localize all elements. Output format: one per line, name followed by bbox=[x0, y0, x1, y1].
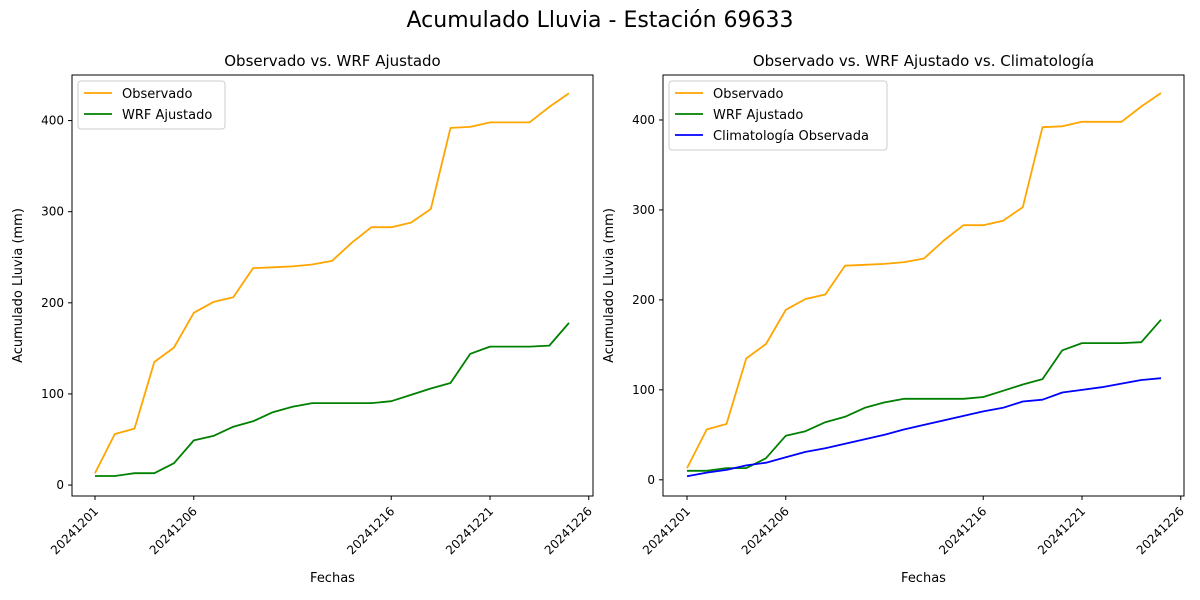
panel-1-legend-label-1: Observado bbox=[122, 87, 193, 102]
panel-2-ytick-label: 200 bbox=[632, 293, 655, 307]
panel-1-series-2-line bbox=[95, 322, 570, 477]
panel-2-series-1-line bbox=[686, 92, 1162, 469]
panel-1-xtick-label: 20241216 bbox=[344, 504, 397, 557]
panel-2-legend-label-2: WRF Ajustado bbox=[713, 108, 803, 123]
panel-1-title: Observado vs. WRF Ajustado bbox=[224, 52, 440, 70]
panel-2-legend-label-1: Observado bbox=[713, 87, 784, 102]
panel-1-legend-box bbox=[77, 80, 226, 130]
panel-1-ytick-label: 0 bbox=[56, 478, 64, 492]
panel-2-xtick-label: 20241201 bbox=[640, 504, 693, 557]
panel-1-ylabel: Acumulado Lluvia (mm) bbox=[11, 208, 26, 363]
panel-2-ytick-label: 100 bbox=[632, 383, 655, 397]
panel-1-ytick-label: 400 bbox=[41, 114, 64, 128]
panel-2-ytick-label: 400 bbox=[632, 113, 655, 127]
panel-2-xtick-label: 20241206 bbox=[739, 504, 792, 557]
panel-2-legend-box bbox=[668, 80, 888, 151]
panel-2-xtick-label: 20241221 bbox=[1035, 504, 1088, 557]
panel-1-axes-frame bbox=[71, 74, 594, 497]
panel-1-xtick-label: 20241221 bbox=[443, 504, 496, 557]
panel-2-xtick-label: 20241216 bbox=[936, 504, 989, 557]
panel-2-xlabel: Fechas bbox=[901, 571, 946, 586]
panel-2-ytick-label: 0 bbox=[647, 473, 655, 487]
panel-1-ytick-label: 100 bbox=[41, 387, 64, 401]
panel-2-ylabel: Acumulado Lluvia (mm) bbox=[602, 208, 617, 363]
panel-2-legend-label-3: Climatología Observada bbox=[713, 129, 869, 144]
panel-2-title: Observado vs. WRF Ajustado vs. Climatolo… bbox=[753, 52, 1094, 70]
panel-1-xtick-label: 20241206 bbox=[147, 504, 200, 557]
panel-1-xlabel: Fechas bbox=[310, 571, 355, 586]
panel-2-ytick-label: 300 bbox=[632, 203, 655, 217]
panel-1-ytick-label: 200 bbox=[41, 296, 64, 310]
panel-1-legend-label-2: WRF Ajustado bbox=[122, 108, 212, 123]
panel-1-ytick-label: 300 bbox=[41, 205, 64, 219]
figure-title: Acumulado Lluvia - Estación 69633 bbox=[406, 8, 794, 33]
panel-2-series-2-line bbox=[687, 319, 1162, 472]
panel-2-series-3-line bbox=[686, 377, 1162, 478]
panel-1-xtick-label: 20241226 bbox=[542, 504, 595, 557]
panel-2-xtick-label: 20241226 bbox=[1134, 504, 1187, 557]
panel-1-xtick-label: 20241201 bbox=[48, 504, 101, 557]
panel-1-series-1-line bbox=[94, 92, 570, 474]
panel-2-axes-frame bbox=[662, 74, 1185, 497]
